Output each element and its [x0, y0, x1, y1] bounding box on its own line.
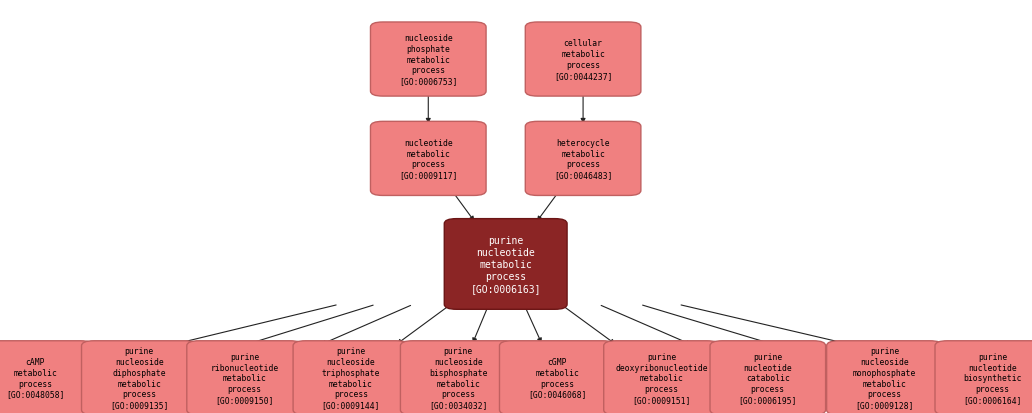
- Text: purine
nucleoside
monophosphate
metabolic
process
[GO:0009128]: purine nucleoside monophosphate metaboli…: [852, 347, 916, 409]
- Text: purine
nucleotide
metabolic
process
[GO:0006163]: purine nucleotide metabolic process [GO:…: [471, 235, 541, 293]
- Text: purine
nucleotide
catabolic
process
[GO:0006195]: purine nucleotide catabolic process [GO:…: [739, 352, 797, 404]
- FancyBboxPatch shape: [935, 341, 1032, 413]
- FancyBboxPatch shape: [525, 23, 641, 97]
- Text: nucleotide
metabolic
process
[GO:0009117]: nucleotide metabolic process [GO:0009117…: [399, 138, 457, 180]
- Text: cellular
metabolic
process
[GO:0044237]: cellular metabolic process [GO:0044237]: [554, 39, 612, 81]
- FancyBboxPatch shape: [0, 341, 93, 413]
- FancyBboxPatch shape: [525, 122, 641, 196]
- FancyBboxPatch shape: [82, 341, 197, 413]
- Text: purine
nucleoside
diphosphate
metabolic
process
[GO:0009135]: purine nucleoside diphosphate metabolic …: [110, 347, 168, 409]
- FancyBboxPatch shape: [604, 341, 719, 413]
- FancyBboxPatch shape: [710, 341, 826, 413]
- FancyBboxPatch shape: [827, 341, 942, 413]
- FancyBboxPatch shape: [499, 341, 615, 413]
- FancyBboxPatch shape: [400, 341, 516, 413]
- Text: cGMP
metabolic
process
[GO:0046068]: cGMP metabolic process [GO:0046068]: [528, 357, 586, 399]
- Text: cAMP
metabolic
process
[GO:0048058]: cAMP metabolic process [GO:0048058]: [6, 357, 64, 399]
- FancyBboxPatch shape: [370, 122, 486, 196]
- FancyBboxPatch shape: [370, 23, 486, 97]
- FancyBboxPatch shape: [444, 219, 568, 310]
- Text: purine
nucleoside
triphosphate
metabolic
process
[GO:0009144]: purine nucleoside triphosphate metabolic…: [322, 347, 380, 409]
- Text: purine
ribonucleotide
metabolic
process
[GO:0009150]: purine ribonucleotide metabolic process …: [211, 352, 279, 404]
- FancyBboxPatch shape: [187, 341, 302, 413]
- Text: purine
nucleotide
biosynthetic
process
[GO:0006164]: purine nucleotide biosynthetic process […: [964, 352, 1022, 404]
- Text: purine
nucleoside
bisphosphate
metabolic
process
[GO:0034032]: purine nucleoside bisphosphate metabolic…: [429, 347, 487, 409]
- Text: heterocycle
metabolic
process
[GO:0046483]: heterocycle metabolic process [GO:004648…: [554, 138, 612, 180]
- Text: nucleoside
phosphate
metabolic
process
[GO:0006753]: nucleoside phosphate metabolic process […: [399, 34, 457, 86]
- Text: purine
deoxyribonucleotide
metabolic
process
[GO:0009151]: purine deoxyribonucleotide metabolic pro…: [615, 352, 708, 404]
- FancyBboxPatch shape: [293, 341, 409, 413]
